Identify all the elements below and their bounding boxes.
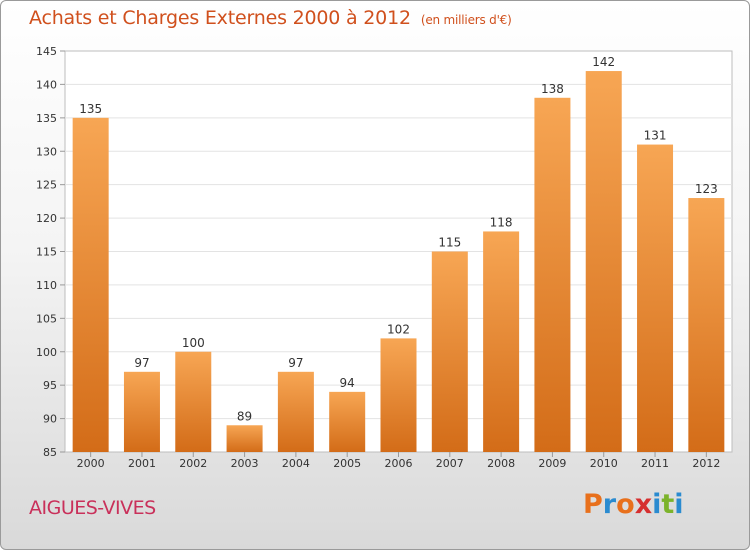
data-label-2011: 131 — [644, 129, 667, 143]
x-tick-label: 2006 — [385, 457, 413, 470]
data-label-2009: 138 — [541, 82, 564, 96]
y-axis: 85 90 95 100 105 110 115 120 125 130 135 140 145 — [36, 45, 65, 459]
x-tick-label: 2012 — [692, 457, 720, 470]
bar-2011 — [637, 144, 674, 453]
x-tick-label: 2000 — [77, 457, 105, 470]
y-tick-label: 130 — [36, 145, 57, 158]
data-label-2004: 97 — [288, 356, 303, 370]
unit-text: (en milliers d'€) — [420, 13, 512, 27]
x-tick-label: 2010 — [590, 457, 618, 470]
y-tick-label: 85 — [43, 446, 57, 459]
data-label-2000: 135 — [79, 102, 102, 116]
y-tick-label: 145 — [36, 45, 57, 58]
x-tick-label: 2001 — [128, 457, 156, 470]
bar-2001 — [123, 371, 160, 452]
bar-2006 — [380, 338, 417, 452]
logo-letter: x — [634, 489, 653, 520]
y-tick-label: 90 — [43, 413, 57, 426]
bar-2005 — [329, 391, 366, 452]
bar-2010 — [585, 71, 622, 453]
y-tick-label: 115 — [36, 246, 57, 259]
data-label-2008: 118 — [490, 215, 513, 229]
y-tick-label: 110 — [36, 279, 57, 292]
bar-2000 — [72, 117, 109, 452]
x-tick-label: 2009 — [538, 457, 566, 470]
x-tick-label: 2011 — [641, 457, 669, 470]
data-label-2012: 123 — [695, 182, 718, 196]
logo-letter: i — [674, 489, 684, 520]
logo-letter: r — [602, 489, 617, 520]
bar-2008 — [483, 231, 520, 452]
bar-2003 — [226, 425, 263, 452]
location-name: AIGUES-VIVES — [29, 497, 156, 519]
bar-2012 — [688, 198, 725, 452]
bar-2007 — [431, 251, 468, 452]
bar-2002 — [175, 351, 212, 452]
x-axis: 2000 2001 2002 2003 2004 2005 2006 2007 2008 2009… — [77, 452, 720, 470]
logo-letter: o — [616, 489, 635, 520]
bar-2009 — [534, 97, 571, 453]
bars — [72, 71, 725, 453]
x-tick-label: 2007 — [436, 457, 464, 470]
data-label-2007: 115 — [438, 236, 461, 250]
data-labels: 135 97 100 89 97 94 102 115 118 138 142 131 123 — [79, 55, 718, 423]
data-label-2002: 100 — [182, 336, 205, 350]
bar-2004 — [277, 371, 314, 452]
data-label-2003: 89 — [237, 409, 252, 423]
logo-letter: i — [652, 489, 662, 520]
x-tick-label: 2008 — [487, 457, 515, 470]
data-label-2006: 102 — [387, 322, 410, 336]
y-tick-label: 125 — [36, 179, 57, 192]
data-label-2005: 94 — [340, 376, 355, 390]
proxiti-logo: Proxiti — [583, 489, 684, 520]
y-tick-label: 120 — [36, 212, 57, 225]
data-label-2010: 142 — [592, 55, 615, 69]
title-text: Achats et Charges Externes 2000 à 2012 — [29, 7, 411, 29]
y-tick-label: 105 — [36, 312, 57, 325]
y-tick-label: 135 — [36, 112, 57, 125]
chart-title: Achats et Charges Externes 2000 à 2012 (e… — [29, 7, 512, 29]
y-tick-label: 140 — [36, 78, 57, 91]
x-tick-label: 2003 — [231, 457, 259, 470]
x-tick-label: 2005 — [333, 457, 361, 470]
y-tick-label: 100 — [36, 346, 57, 359]
x-tick-label: 2002 — [179, 457, 207, 470]
y-tick-label: 95 — [43, 379, 57, 392]
logo-letter: t — [661, 489, 675, 520]
logo-letter: P — [583, 489, 603, 520]
data-label-2001: 97 — [134, 356, 149, 370]
x-tick-label: 2004 — [282, 457, 310, 470]
